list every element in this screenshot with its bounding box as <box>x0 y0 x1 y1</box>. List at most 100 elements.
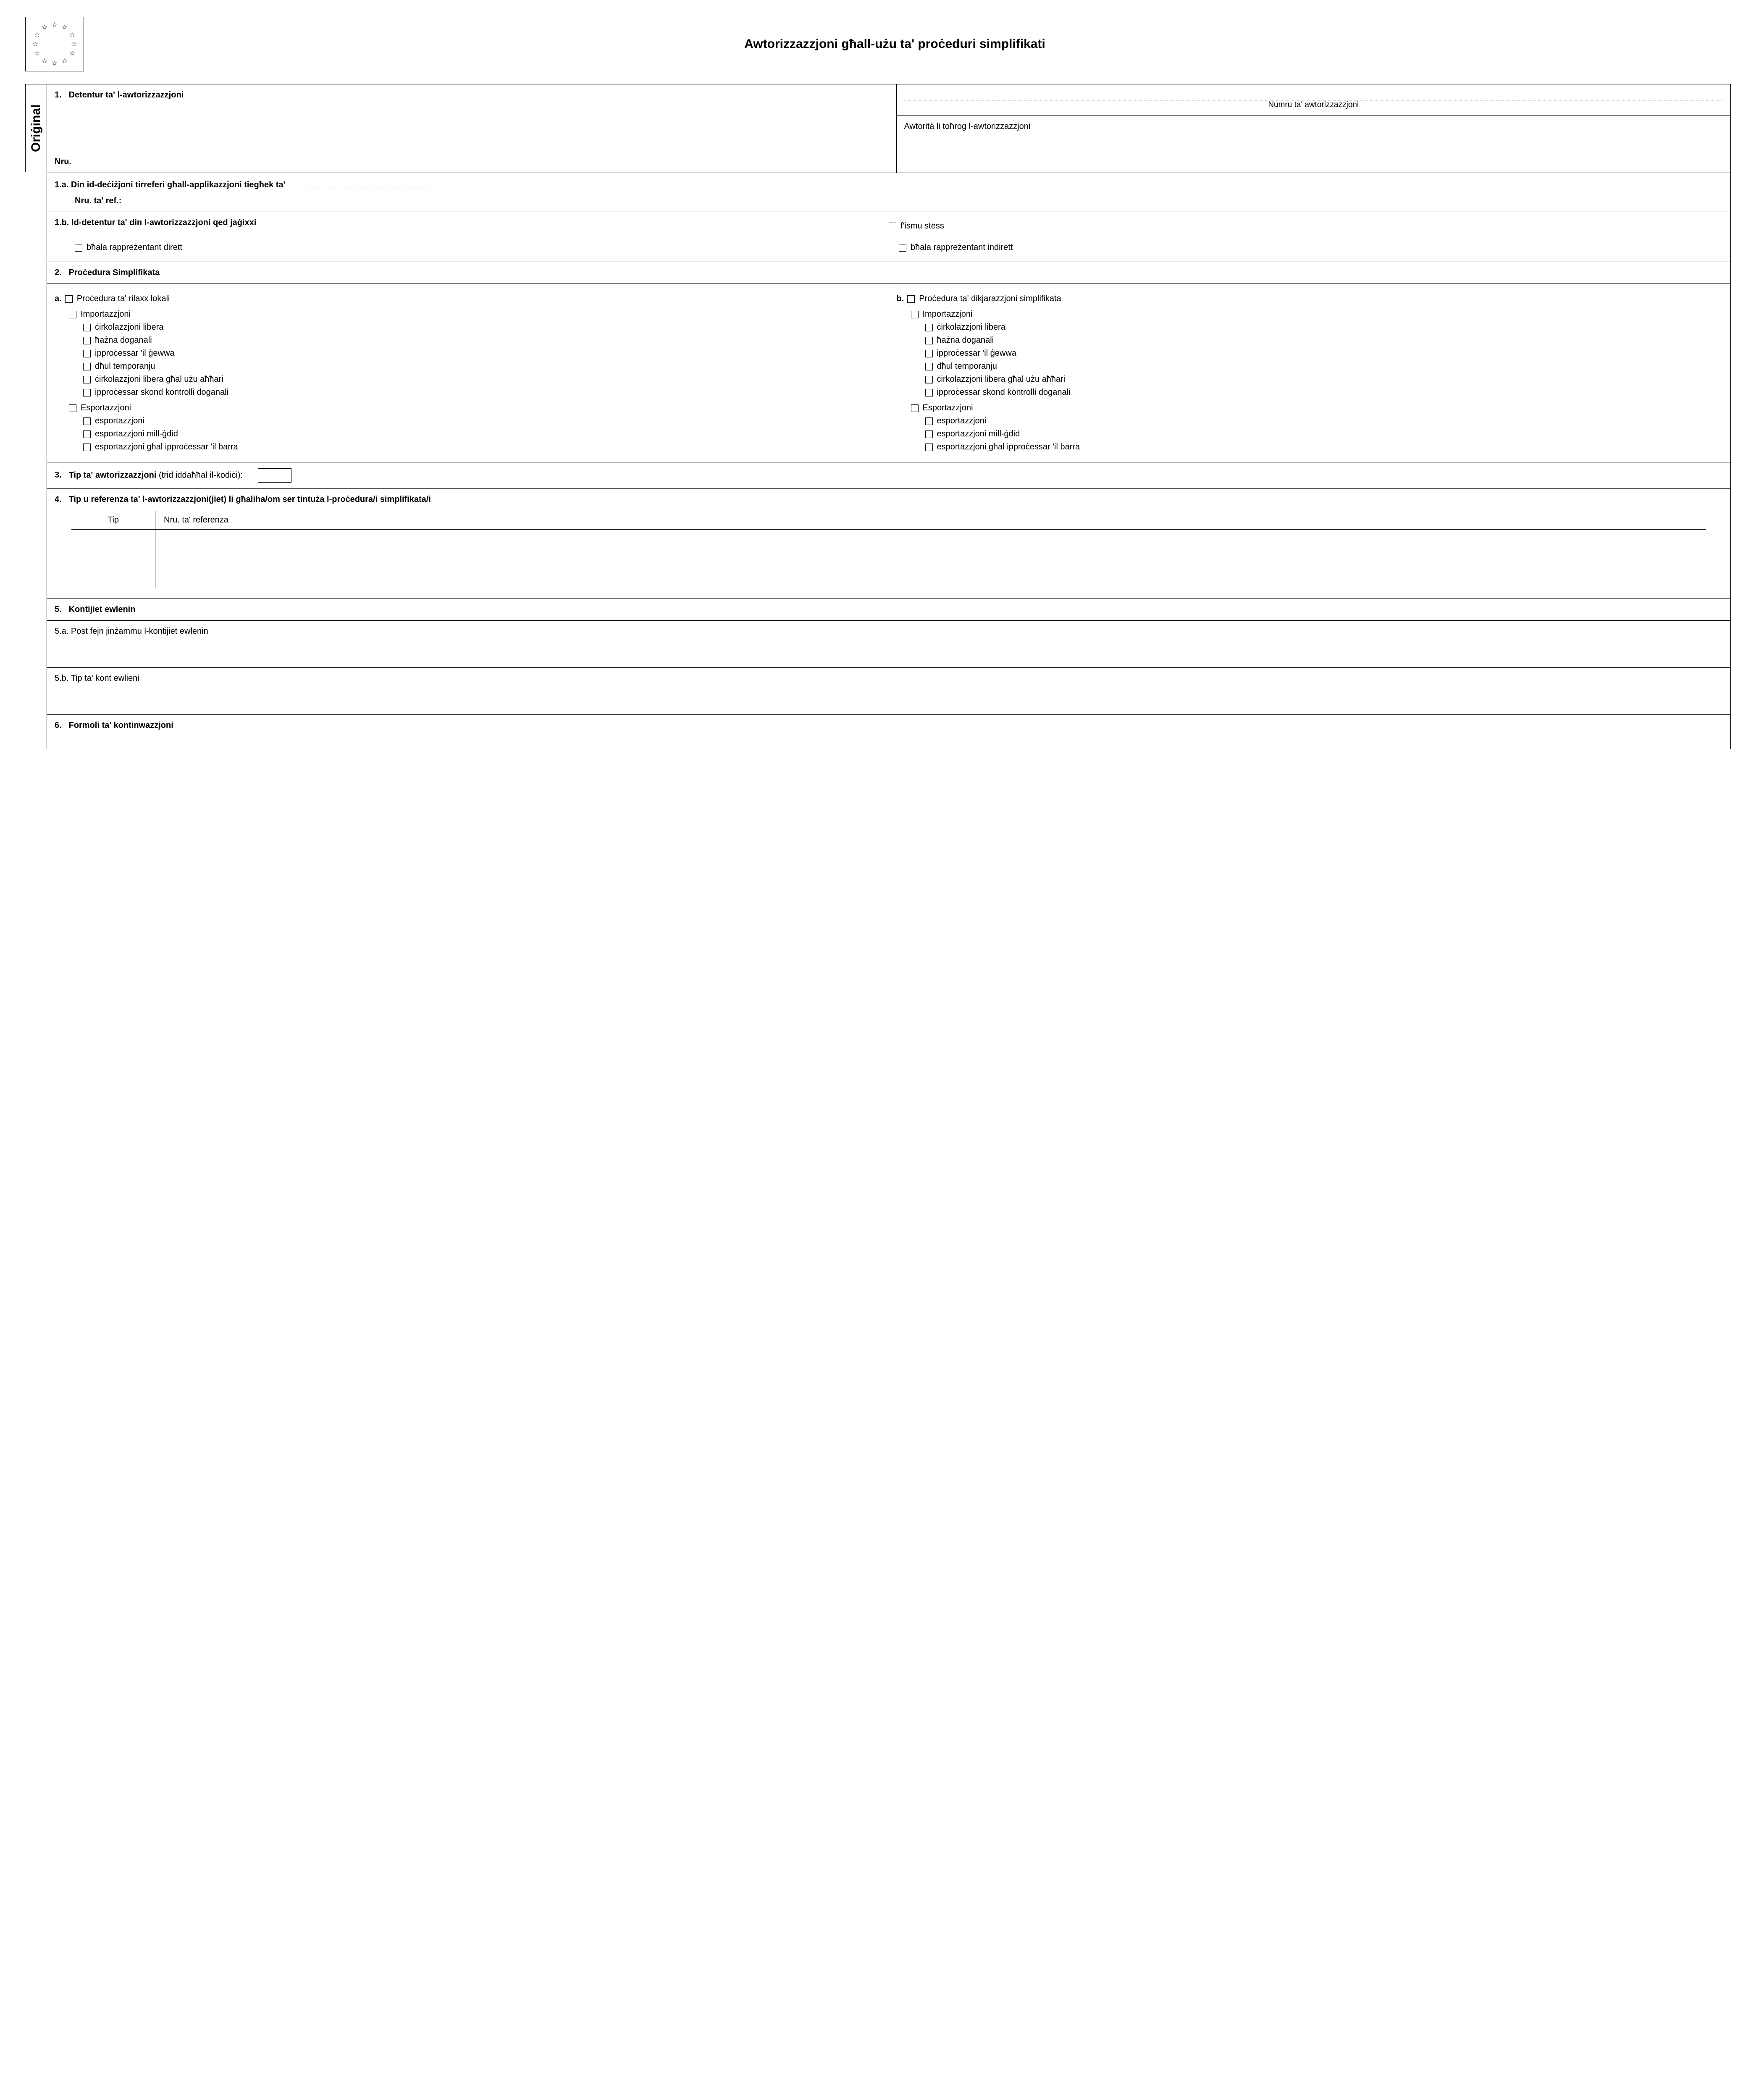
checkbox-dirett[interactable] <box>75 244 82 252</box>
checkbox-fismu[interactable] <box>889 223 896 230</box>
section-5b: 5.b. Tip ta' kont ewlieni <box>47 668 1730 715</box>
b-export-label: Esportazzjoni <box>923 403 973 413</box>
b-i4: ċirkolazzjoni libera għal użu aħħari <box>937 375 1066 384</box>
section-3-heading: Tip ta' awtorizzazzjoni <box>69 470 157 480</box>
section-4-heading: Tip u referenza ta' l-awtorizzazzjoni(ji… <box>69 495 431 504</box>
form-table: 1. Detentur ta' l-awtorizzazzjoni Nru. N… <box>47 84 1731 749</box>
checkbox-a-import[interactable] <box>69 311 76 318</box>
section-1b: 1.b. Id-detentur ta' din l-awtorizzazzjo… <box>47 212 1730 262</box>
section-5-heading-row: 5. Kontijiet ewlenin <box>47 599 1730 621</box>
col-b-letter: b. <box>897 294 904 304</box>
a-import-label: Importazzjoni <box>81 310 131 319</box>
cb-b-i3[interactable] <box>925 363 933 370</box>
section-2-col-b: b. Proċedura ta' dikjarazzjoni simplifik… <box>889 284 1731 462</box>
opt-dirett: bħala rappreżentant dirett <box>87 243 182 252</box>
ref-col-tip-header: Tip <box>71 511 155 529</box>
cb-b-e1[interactable] <box>925 430 933 438</box>
b-i3: dħul temporanju <box>937 362 997 371</box>
section-3-num: 3. <box>55 470 66 480</box>
cb-a-i2[interactable] <box>83 350 91 357</box>
section-1a: 1.a. Din id-deċiżjoni tirreferi għall-ap… <box>47 173 1730 212</box>
section-1-nru: Nru. <box>55 157 889 167</box>
section-3-note: (trid iddaħħal il-kodiċi): <box>159 470 243 480</box>
eu-stars-icon: ☆ ☆ ☆ ☆ ☆ ☆ ☆ ☆ ☆ ☆ ☆ ☆ <box>31 21 78 67</box>
opt-fismu: f'ismu stess <box>900 221 944 231</box>
section-1-heading: Detentur ta' l-awtorizzazzjoni <box>69 90 184 100</box>
section-5-num: 5. <box>55 605 66 614</box>
ref-col-nru-header: Nru. ta' referenza <box>155 511 1706 529</box>
a-e2: esportazzjoni għal ipproċessar 'il barra <box>95 442 238 452</box>
a-i1: ħażna doganali <box>95 336 152 345</box>
cb-a-i1[interactable] <box>83 337 91 344</box>
section-5b-text: 5.b. Tip ta' kont ewlieni <box>55 674 1723 683</box>
section-2-heading-row: 2. Proċedura Simplifikata <box>47 262 1730 284</box>
cb-a-i4[interactable] <box>83 376 91 383</box>
cb-a-i3[interactable] <box>83 363 91 370</box>
a-e0: esportazzjoni <box>95 416 144 426</box>
cb-a-i0[interactable] <box>83 324 91 331</box>
b-i0: ċirkolazzjoni libera <box>937 323 1005 332</box>
checkbox-a-export[interactable] <box>69 404 76 412</box>
b-i2: ipproċessar 'il ġewwa <box>937 349 1016 358</box>
form-wrapper: Oriġinal 1. Detentur ta' l-awtorizzazzjo… <box>25 84 1731 749</box>
checkbox-b-import[interactable] <box>911 311 919 318</box>
section-1-num: 1. <box>55 90 66 100</box>
reference-table: Tip Nru. ta' referenza <box>71 511 1706 588</box>
auth-number-label: Numru ta' awtorizzazzjoni <box>904 100 1723 110</box>
b-e1: esportazzjoni mill-ġdid <box>937 429 1020 439</box>
checkbox-a-main[interactable] <box>65 295 73 303</box>
cb-b-i4[interactable] <box>925 376 933 383</box>
section-6-num: 6. <box>55 721 66 730</box>
section-5a: 5.a. Post fejn jinżammu l-kontijiet ewle… <box>47 621 1730 668</box>
header: ☆ ☆ ☆ ☆ ☆ ☆ ☆ ☆ ☆ ☆ ☆ ☆ Awtorizzazzjoni … <box>25 17 1731 71</box>
col-b-title: Proċedura ta' dikjarazzjoni simplifikata <box>919 294 1061 304</box>
checkbox-b-export[interactable] <box>911 404 919 412</box>
section-1b-text: Id-detentur ta' din l-awtorizzazzjoni qe… <box>71 218 256 227</box>
cb-b-e0[interactable] <box>925 417 933 425</box>
b-e0: esportazzjoni <box>937 416 987 426</box>
cb-b-i1[interactable] <box>925 337 933 344</box>
cb-b-i0[interactable] <box>925 324 933 331</box>
cb-b-i2[interactable] <box>925 350 933 357</box>
section-1: 1. Detentur ta' l-awtorizzazzjoni Nru. N… <box>47 84 1730 173</box>
section-1a-date-line[interactable] <box>302 179 436 187</box>
col-a-letter: a. <box>55 294 62 304</box>
cb-b-e2[interactable] <box>925 444 933 451</box>
b-import-label: Importazzjoni <box>923 310 973 319</box>
page-title: Awtorizzazzjoni għall-użu ta' proċeduri … <box>118 37 1731 51</box>
section-1a-ref-label: Nru. ta' ref.: <box>75 196 121 205</box>
a-i3: dħul temporanju <box>95 362 155 371</box>
cb-a-e1[interactable] <box>83 430 91 438</box>
ref-tip-cell[interactable] <box>71 530 155 588</box>
b-i1: ħażna doganali <box>937 336 994 345</box>
a-i4: ċirkolazzjoni libera għal użu aħħari <box>95 375 223 384</box>
cb-b-i5[interactable] <box>925 389 933 396</box>
section-5-heading: Kontijiet ewlenin <box>69 605 136 614</box>
cb-a-e0[interactable] <box>83 417 91 425</box>
cb-a-i5[interactable] <box>83 389 91 396</box>
checkbox-b-main[interactable] <box>907 295 915 303</box>
section-1a-ref-line[interactable] <box>124 195 300 203</box>
section-2-heading: Proċedura Simplifikata <box>69 268 160 277</box>
b-i5: ipproċessar skond kontrolli doganali <box>937 388 1071 397</box>
a-e1: esportazzjoni mill-ġdid <box>95 429 178 439</box>
eu-logo-box: ☆ ☆ ☆ ☆ ☆ ☆ ☆ ☆ ☆ ☆ ☆ ☆ <box>25 17 84 71</box>
section-4-num: 4. <box>55 495 66 504</box>
section-2-col-a: a. Proċedura ta' rilaxx lokali Importazz… <box>47 284 889 462</box>
auth-number-line[interactable] <box>904 90 1723 100</box>
section-1a-num: 1.a. <box>55 180 68 189</box>
section-6: 6. Formoli ta' kontinwazzjoni <box>47 715 1730 749</box>
section-1a-text: Din id-deċiżjoni tirreferi għall-applika… <box>71 180 285 189</box>
section-2-num: 2. <box>55 268 66 278</box>
section-3: 3. Tip ta' awtorizzazzjoni (trid iddaħħa… <box>47 462 1730 489</box>
ref-nru-cell[interactable] <box>155 530 1706 588</box>
section-1b-num: 1.b. <box>55 218 69 227</box>
section-5a-text: 5.a. Post fejn jinżammu l-kontijiet ewle… <box>55 627 1723 636</box>
a-export-label: Esportazzjoni <box>81 403 131 413</box>
section-6-heading: Formoli ta' kontinwazzjoni <box>69 721 173 730</box>
cb-a-e2[interactable] <box>83 444 91 451</box>
opt-indirett: bħala rappreżentant indirett <box>911 243 1013 252</box>
a-i5: ipproċessar skond kontrolli doganali <box>95 388 228 397</box>
auth-type-code-input[interactable] <box>258 468 291 483</box>
checkbox-indirett[interactable] <box>899 244 906 252</box>
